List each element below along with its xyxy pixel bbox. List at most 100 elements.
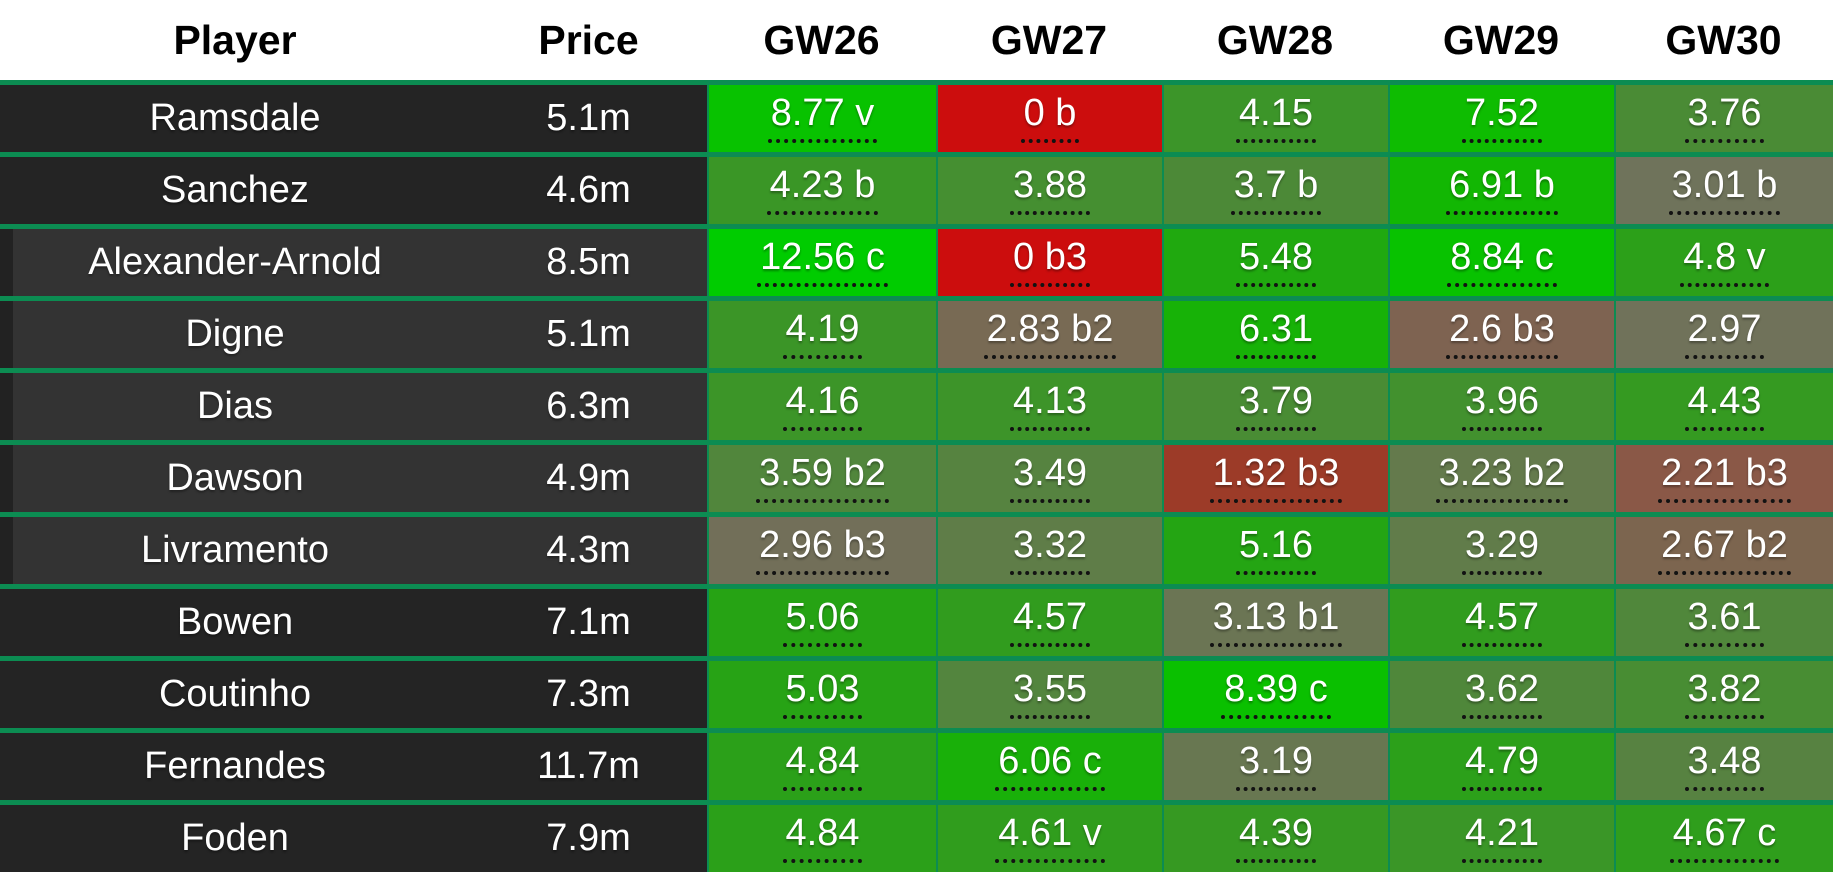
points-value: 7.52 (1462, 93, 1542, 143)
gw-points-cell[interactable]: 8.84 c (1388, 229, 1614, 296)
gw-points-cell[interactable]: 4.43 (1614, 373, 1833, 440)
gw-points-cell[interactable]: 2.96 b3 (707, 517, 936, 584)
player-name-cell[interactable]: Dawson (0, 445, 470, 512)
price-cell: 4.9m (470, 445, 707, 512)
gw-points-cell[interactable]: 3.61 (1614, 589, 1833, 656)
player-name-cell[interactable]: Fernandes (0, 733, 470, 800)
player-name-cell[interactable]: Alexander-Arnold (0, 229, 470, 296)
price-cell: 7.1m (470, 589, 707, 656)
gw-points-cell[interactable]: 3.88 (936, 157, 1162, 224)
points-value: 3.79 (1236, 381, 1316, 431)
gw-points-cell[interactable]: 4.57 (936, 589, 1162, 656)
gw-points-cell[interactable]: 12.56 c (707, 229, 936, 296)
gw-points-cell[interactable]: 4.39 (1162, 805, 1388, 872)
points-value: 3.01 b (1668, 165, 1781, 215)
gw-points-cell[interactable]: 4.79 (1388, 733, 1614, 800)
points-value: 3.82 (1684, 669, 1765, 719)
gw-points-cell[interactable]: 5.16 (1162, 517, 1388, 584)
points-value: 8.39 c (1221, 669, 1331, 719)
gw-points-cell[interactable]: 3.79 (1162, 373, 1388, 440)
gw-points-cell[interactable]: 4.13 (936, 373, 1162, 440)
gw-points-cell[interactable]: 4.8 v (1614, 229, 1833, 296)
gw-points-cell[interactable]: 7.52 (1388, 85, 1614, 152)
gw-points-cell[interactable]: 5.48 (1162, 229, 1388, 296)
gw-points-cell[interactable]: 4.61 v (936, 805, 1162, 872)
points-value: 4.43 (1684, 381, 1765, 431)
gw-points-cell[interactable]: 3.32 (936, 517, 1162, 584)
points-value: 4.79 (1462, 741, 1542, 791)
player-name-cell[interactable]: Dias (0, 373, 470, 440)
player-name-cell[interactable]: Sanchez (0, 157, 470, 224)
gw-points-cell[interactable]: 5.03 (707, 661, 936, 728)
gw-points-cell[interactable]: 4.15 (1162, 85, 1388, 152)
player-name-cell[interactable]: Digne (0, 301, 470, 368)
points-value: 2.6 b3 (1446, 309, 1558, 359)
gw-points-cell[interactable]: 6.06 c (936, 733, 1162, 800)
gw-points-cell[interactable]: 3.59 b2 (707, 445, 936, 512)
gw-points-cell[interactable]: 2.83 b2 (936, 301, 1162, 368)
player-name-cell[interactable]: Livramento (0, 517, 470, 584)
gw-points-cell[interactable]: 2.67 b2 (1614, 517, 1833, 584)
gw-points-cell[interactable]: 3.48 (1614, 733, 1833, 800)
price-value: 4.6m (546, 169, 631, 211)
price-cell: 7.3m (470, 661, 707, 728)
player-name: Livramento (141, 529, 329, 571)
player-name: Foden (181, 817, 289, 859)
points-value: 6.31 (1236, 309, 1316, 359)
gw-points-cell[interactable]: 2.6 b3 (1388, 301, 1614, 368)
points-value: 4.15 (1236, 93, 1316, 143)
price-cell: 7.9m (470, 805, 707, 872)
price-value: 6.3m (546, 385, 631, 427)
player-name: Coutinho (158, 673, 312, 715)
gw-points-cell[interactable]: 4.16 (707, 373, 936, 440)
gw-points-cell[interactable]: 1.32 b3 (1162, 445, 1388, 512)
gw-points-cell[interactable]: 3.55 (936, 661, 1162, 728)
gw-points-cell[interactable]: 3.29 (1388, 517, 1614, 584)
gw-points-cell[interactable]: 2.21 b3 (1614, 445, 1833, 512)
price-cell: 6.3m (470, 373, 707, 440)
price-value: 8.5m (546, 241, 631, 283)
gw-points-cell[interactable]: 3.82 (1614, 661, 1833, 728)
price-value: 4.9m (546, 457, 631, 499)
points-value: 3.48 (1684, 741, 1765, 791)
gw-points-cell[interactable]: 3.19 (1162, 733, 1388, 800)
price-value: 7.3m (546, 673, 631, 715)
gw-points-cell[interactable]: 3.23 b2 (1388, 445, 1614, 512)
gw-points-cell[interactable]: 3.96 (1388, 373, 1614, 440)
points-value: 4.57 (1010, 597, 1090, 647)
gw-points-cell[interactable]: 3.01 b (1614, 157, 1833, 224)
gw-points-cell[interactable]: 6.91 b (1388, 157, 1614, 224)
gw-points-cell[interactable]: 5.06 (707, 589, 936, 656)
player-row: Alexander-Arnold 8.5m 12.56 c 0 b3 5.48 … (0, 224, 1833, 296)
player-name-cell[interactable]: Ramsdale (0, 85, 470, 152)
gw-points-cell[interactable]: 3.7 b (1162, 157, 1388, 224)
gw-points-cell[interactable]: 0 b3 (936, 229, 1162, 296)
gw-points-cell[interactable]: 3.62 (1388, 661, 1614, 728)
player-name-cell[interactable]: Foden (0, 805, 470, 872)
gw-points-cell[interactable]: 0 b (936, 85, 1162, 152)
gw-points-cell[interactable]: 4.84 (707, 733, 936, 800)
gw-points-cell[interactable]: 4.23 b (707, 157, 936, 224)
gw-points-cell[interactable]: 4.84 (707, 805, 936, 872)
points-value: 0 b3 (1010, 237, 1090, 287)
price-cell: 11.7m (470, 733, 707, 800)
gw-points-cell[interactable]: 4.57 (1388, 589, 1614, 656)
gw-points-cell[interactable]: 8.39 c (1162, 661, 1388, 728)
points-value: 4.57 (1462, 597, 1542, 647)
player-name-cell[interactable]: Coutinho (0, 661, 470, 728)
table-body: Ramsdale 5.1m 8.77 v 0 b 4.15 7.52 3.76 … (0, 80, 1833, 872)
player-name-cell[interactable]: Bowen (0, 589, 470, 656)
player-name: Alexander-Arnold (88, 241, 382, 283)
points-value: 3.88 (1010, 165, 1090, 215)
gw-points-cell[interactable]: 3.49 (936, 445, 1162, 512)
gw-points-cell[interactable]: 3.13 b1 (1162, 589, 1388, 656)
gw-points-cell[interactable]: 8.77 v (707, 85, 936, 152)
gw-points-cell[interactable]: 4.21 (1388, 805, 1614, 872)
points-value: 2.67 b2 (1658, 525, 1791, 575)
gw-points-cell[interactable]: 6.31 (1162, 301, 1388, 368)
gw-points-cell[interactable]: 4.19 (707, 301, 936, 368)
gw-points-cell[interactable]: 4.67 c (1614, 805, 1833, 872)
gw-points-cell[interactable]: 2.97 (1614, 301, 1833, 368)
gw-points-cell[interactable]: 3.76 (1614, 85, 1833, 152)
player-name: Bowen (176, 601, 294, 643)
